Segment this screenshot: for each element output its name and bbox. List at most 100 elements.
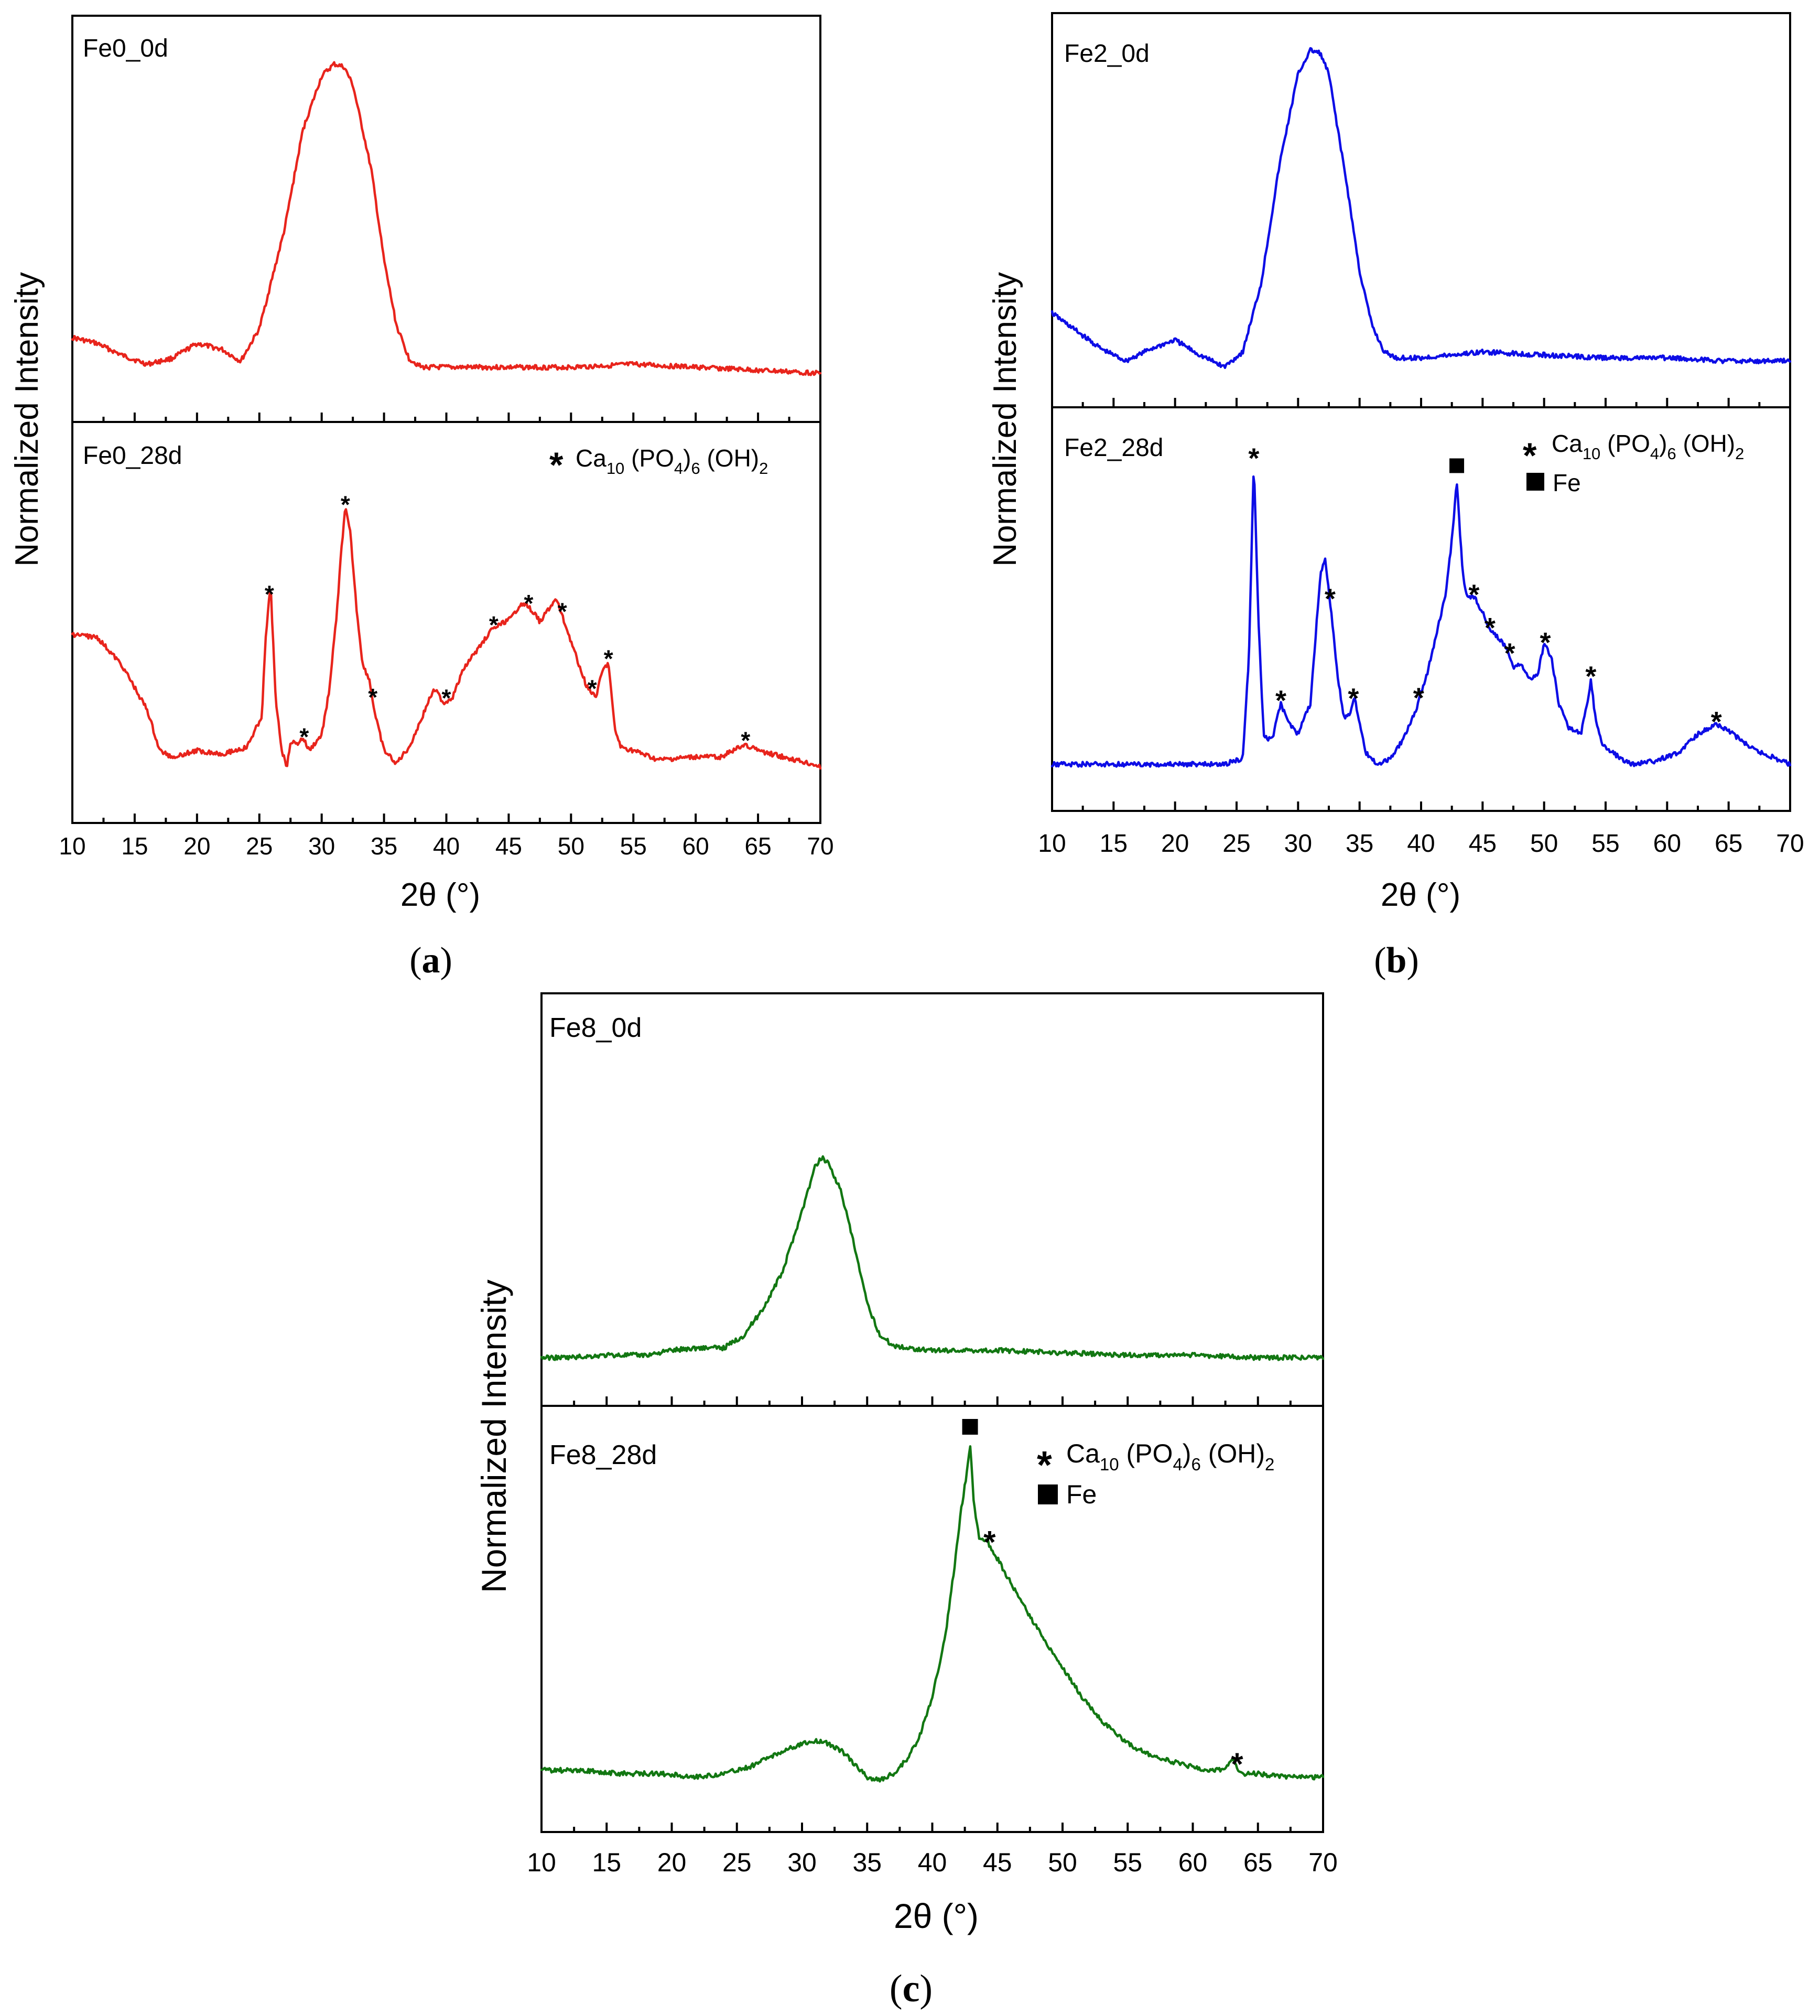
panel-c: 10 15 20 25 30 35 40 45 50 55 60 65 70 ** Fe8_0d Fe8… (474, 992, 1338, 2010)
panel-b-xlabel: 2θ (°) (1381, 877, 1460, 913)
peak-star-marker: * (1248, 442, 1259, 474)
x-tick-label: 35 (371, 832, 397, 860)
panel-c-bottom-series-line (540, 1445, 1325, 1783)
x-tick-label: 30 (787, 1848, 817, 1877)
peak-star-marker: * (983, 1525, 996, 1560)
x-tick-label: 10 (1038, 830, 1066, 858)
x-tick-label: 60 (1178, 1848, 1208, 1877)
panel-b-ylabel: Normalized Intensity (987, 272, 1023, 567)
x-tick-label: 10 (527, 1848, 556, 1877)
panel-b-ticks (1051, 398, 1791, 811)
fe-square-marker (962, 1419, 978, 1435)
peak-star-marker: * (341, 491, 350, 518)
x-tick-label: 65 (744, 832, 771, 860)
peak-star-marker: * (1540, 627, 1551, 658)
panel-b-legend-fe: Fe (1553, 469, 1581, 496)
x-tick-label: 60 (682, 832, 709, 860)
peak-star-marker: * (1711, 706, 1722, 738)
panel-a-top-series-line (71, 61, 822, 376)
x-tick-label: 55 (1113, 1848, 1142, 1877)
panel-c-xlabel: 2θ (°) (894, 1896, 979, 1935)
x-tick-label: 45 (1469, 830, 1497, 858)
x-tick-label: 15 (1100, 830, 1128, 858)
peak-star-marker: * (741, 727, 750, 754)
panel-a: 10 15 20 25 30 35 40 45 50 55 60 65 70 * * * * * * * * * * * F… (9, 15, 834, 981)
panel-a-legend-star: * (549, 445, 564, 485)
x-tick-label: 20 (1161, 830, 1189, 858)
x-tick-label: 25 (722, 1848, 752, 1877)
x-tick-label: 70 (807, 832, 833, 860)
panel-a-xlabel: 2θ (°) (400, 877, 480, 913)
x-tick-label: 25 (1222, 830, 1250, 858)
panel-b-top-series-line (1050, 47, 1792, 370)
peak-star-marker: * (1585, 660, 1596, 692)
fe-square-marker (1449, 458, 1465, 473)
peak-star-marker: * (442, 684, 451, 711)
peak-star-marker: * (1325, 583, 1336, 614)
panel-c-legend-formula: Ca10 (PO4)6 (OH)2 (1066, 1439, 1274, 1474)
x-tick-label: 70 (1308, 1848, 1338, 1877)
x-tick-label: 30 (308, 832, 335, 860)
x-tick-label: 55 (620, 832, 647, 860)
x-tick-label: 40 (918, 1848, 947, 1877)
x-tick-label: 20 (183, 832, 210, 860)
panel-c-legend: * Ca10 (PO4)6 (OH)2 Fe (1037, 1439, 1274, 1509)
x-tick-label: 45 (495, 832, 522, 860)
panel-a-caption: (a) (409, 940, 452, 981)
panel-b: 10 15 20 25 30 35 40 45 50 55 60 65 70 **** **** *** F… (987, 12, 1804, 981)
peak-star-marker: * (558, 598, 567, 625)
peak-star-marker: * (604, 645, 613, 673)
panel-a-peak-markers: * * * * * * * * * * * (265, 491, 751, 754)
panel-b-bottom-series-line (1050, 475, 1792, 768)
x-tick-label: 35 (852, 1848, 882, 1877)
panel-b-top-label: Fe2_0d (1064, 40, 1150, 68)
x-tick-label: 15 (121, 832, 148, 860)
x-tick-label: 35 (1346, 830, 1373, 858)
panel-b-caption: (b) (1374, 940, 1419, 981)
peak-star-marker: * (1413, 682, 1424, 713)
panel-a-tick-labels: 10 15 20 25 30 35 40 45 50 55 60 65 70 (59, 832, 833, 860)
x-tick-label: 60 (1653, 830, 1681, 858)
panel-c-legend-star: * (1037, 1443, 1052, 1487)
panel-b-legend-formula: Ca10 (PO4)6 (OH)2 (1552, 430, 1744, 463)
panel-c-ylabel: Normalized Intensity (474, 1280, 513, 1593)
panel-a-legend: * Ca10 (PO4)6 (OH)2 (549, 445, 768, 485)
x-tick-label: 50 (1530, 830, 1558, 858)
x-tick-label: 40 (1407, 830, 1435, 858)
panel-c-legend-square-icon (1038, 1484, 1058, 1504)
x-tick-label: 55 (1591, 830, 1619, 858)
panel-c-legend-fe: Fe (1066, 1480, 1097, 1509)
panel-c-top-series-line (540, 1155, 1325, 1361)
panel-b-bottom-label: Fe2_28d (1064, 434, 1164, 462)
x-tick-label: 65 (1243, 1848, 1273, 1877)
panel-c-tick-labels: 10 15 20 25 30 35 40 45 50 55 60 65 70 (527, 1848, 1338, 1877)
panel-a-legend-formula: Ca10 (PO4)6 (OH)2 (576, 445, 768, 478)
peak-star-marker: * (265, 581, 274, 608)
peak-star-marker: * (1485, 612, 1496, 644)
panel-b-legend-star: * (1523, 436, 1537, 475)
peak-star-marker: * (489, 611, 499, 638)
x-tick-label: 15 (592, 1848, 621, 1877)
peak-star-marker: * (1468, 579, 1479, 610)
panel-a-bottom-series-line (71, 508, 822, 770)
x-tick-label: 70 (1776, 830, 1804, 858)
x-tick-label: 65 (1715, 830, 1742, 858)
panel-a-ticks (71, 413, 821, 823)
x-tick-label: 20 (657, 1848, 687, 1877)
peak-star-marker: * (368, 684, 377, 711)
x-tick-label: 50 (1048, 1848, 1077, 1877)
panel-c-bottom-label: Fe8_28d (549, 1440, 657, 1470)
panel-c-ticks (540, 1396, 1324, 1832)
panel-b-legend-square-icon (1526, 473, 1544, 491)
panel-a-bottom-label: Fe0_28d (83, 442, 182, 470)
panel-b-peak-markers: **** **** *** (1248, 442, 1721, 738)
x-tick-label: 30 (1284, 830, 1312, 858)
panel-c-frame (540, 992, 1324, 1833)
peak-star-marker: * (524, 590, 534, 617)
peak-star-marker: * (1231, 1747, 1243, 1782)
x-tick-label: 50 (558, 832, 584, 860)
peak-star-marker: * (588, 675, 597, 702)
panel-c-caption: (c) (890, 1967, 933, 2010)
peak-star-marker: * (1275, 685, 1286, 717)
